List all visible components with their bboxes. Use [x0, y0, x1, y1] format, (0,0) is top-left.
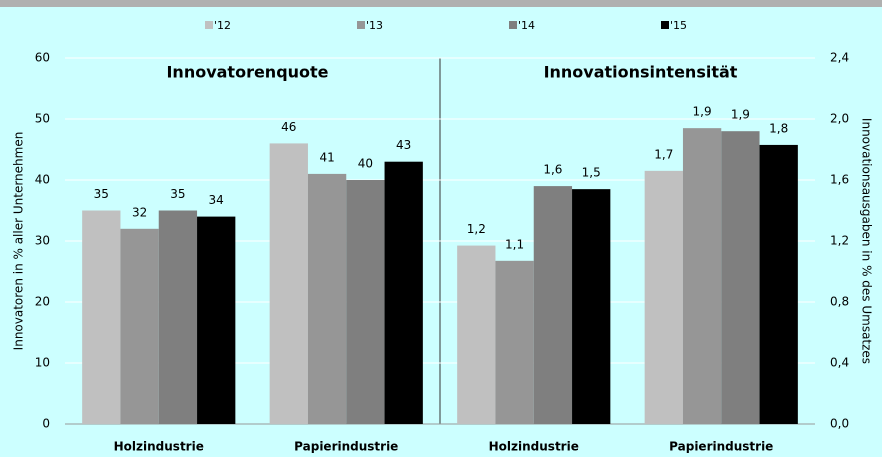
data-label: 1,5 — [582, 166, 601, 180]
data-label: 1,9 — [731, 108, 750, 122]
data-label: 1,2 — [467, 222, 486, 236]
bar — [457, 245, 496, 424]
bar — [346, 180, 385, 424]
y-axis-label: Innovationsausgaben in % des Umsatzes — [860, 118, 874, 364]
data-label: 43 — [396, 138, 411, 152]
bar — [197, 216, 236, 424]
bar — [533, 186, 573, 424]
bar — [572, 189, 611, 424]
y-tick-label: 0 — [42, 417, 50, 431]
chart-title: Innovatorenquote — [166, 63, 328, 82]
data-label: 1,8 — [769, 121, 788, 135]
data-label: 1,9 — [693, 105, 712, 119]
data-label: 35 — [170, 187, 185, 201]
y-tick-label: 2,4 — [830, 51, 849, 65]
x-tick-label: Holzindustrie — [489, 440, 579, 454]
legend-swatch — [205, 21, 213, 29]
x-tick-label: Holzindustrie — [114, 440, 204, 454]
y-tick-label: 2,0 — [830, 112, 849, 126]
data-label: 1,1 — [505, 237, 524, 251]
legend-swatch — [661, 21, 669, 29]
data-label: 32 — [132, 205, 147, 219]
bar — [269, 143, 308, 424]
bar — [82, 210, 121, 424]
data-label: 41 — [319, 150, 334, 164]
x-tick-label: Papierindustrie — [294, 440, 398, 454]
legend-label: '14 — [518, 19, 535, 32]
y-tick-label: 1,2 — [830, 234, 849, 248]
bar — [384, 161, 423, 424]
data-label: 1,6 — [543, 163, 562, 177]
data-label: 35 — [94, 187, 109, 201]
legend-label: '13 — [366, 19, 383, 32]
legend-label: '15 — [670, 19, 687, 32]
y-tick-label: 50 — [35, 112, 50, 126]
bar — [495, 260, 534, 424]
y-axis-label: Innovatoren in % aller Unternehmen — [12, 132, 26, 351]
y-tick-label: 1,6 — [830, 173, 849, 187]
y-tick-label: 40 — [35, 173, 50, 187]
bar — [644, 170, 683, 424]
y-tick-label: 0,0 — [830, 417, 849, 431]
y-tick-label: 30 — [35, 234, 50, 248]
chart-title: Innovationsintensität — [544, 63, 738, 82]
top-strip — [0, 0, 882, 7]
bar — [759, 144, 798, 425]
y-tick-label: 10 — [35, 356, 50, 370]
data-label: 34 — [209, 193, 224, 207]
legend-label: '12 — [214, 19, 231, 32]
legend-swatch — [357, 21, 365, 29]
y-tick-label: 0,4 — [830, 356, 849, 370]
x-tick-label: Papierindustrie — [669, 440, 773, 454]
data-label: 46 — [281, 120, 296, 134]
data-label: 1,7 — [654, 147, 673, 161]
bar — [158, 210, 198, 424]
data-label: 40 — [358, 157, 373, 171]
y-tick-label: 0,8 — [830, 295, 849, 309]
bar — [721, 131, 760, 424]
y-tick-label: 60 — [35, 51, 50, 65]
bar — [682, 128, 722, 424]
y-tick-label: 20 — [35, 295, 50, 309]
legend-swatch — [509, 21, 517, 29]
bar — [307, 173, 347, 424]
bar — [120, 228, 159, 424]
